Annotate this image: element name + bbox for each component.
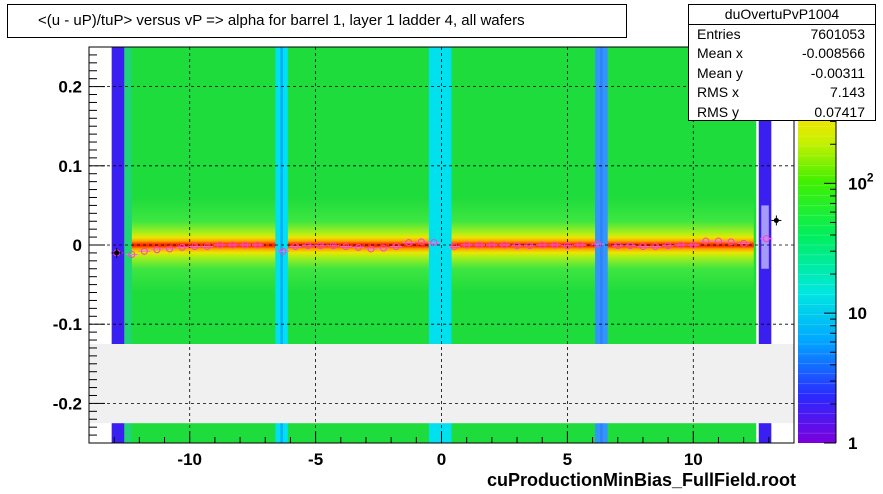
stats-label: Entries — [697, 26, 741, 42]
profile-point — [254, 241, 262, 249]
y-tick-label: 0.1 — [58, 157, 82, 176]
y-tick-label: 0 — [73, 236, 82, 255]
x-tick-label: 10 — [684, 450, 703, 469]
profile-point — [128, 251, 136, 259]
z-tick-label: 102 — [848, 170, 874, 193]
profile-point — [463, 241, 471, 249]
stats-value: -0.008566 — [801, 45, 865, 62]
profile-point — [740, 239, 748, 247]
stats-value: 0.07417 — [814, 103, 865, 120]
outer-point — [773, 217, 779, 223]
profile-point — [405, 239, 413, 247]
profile-point — [513, 242, 521, 250]
profile-point — [380, 244, 388, 252]
y-tick-label: -0.1 — [53, 315, 82, 334]
profile-point — [140, 247, 148, 255]
profile-point — [652, 243, 660, 251]
profile-point — [677, 241, 685, 249]
stats-box: duOvertuPvP1004 Entries 7601053 Mean x -… — [688, 4, 876, 121]
stats-row-rms-y: RMS y 0.07417 — [689, 103, 875, 122]
profile-point — [551, 241, 559, 249]
profile-point — [762, 235, 770, 243]
profile-point — [538, 241, 546, 249]
profile-point — [664, 242, 672, 250]
profile-point — [304, 242, 312, 250]
profile-point — [563, 242, 571, 250]
profile-point — [191, 243, 199, 251]
chart-title: <(u - uP)/tuP> versus vP => alpha for ba… — [7, 4, 627, 38]
profile-point — [229, 241, 237, 249]
profile-point — [317, 242, 325, 250]
stats-label: RMS y — [697, 103, 739, 120]
stats-row-entries: Entries 7601053 — [689, 25, 875, 44]
stats-value: -0.00311 — [810, 64, 865, 81]
stats-label: Mean x — [697, 45, 743, 62]
x-tick-label: 0 — [437, 450, 446, 469]
profile-point — [526, 242, 534, 250]
profile-point — [614, 242, 622, 250]
profile-point — [576, 241, 584, 249]
profile-point — [166, 245, 174, 253]
profile-point — [475, 241, 483, 249]
profile-point — [241, 241, 249, 249]
stats-value: 7.143 — [829, 84, 865, 101]
y-tick-label: 0.2 — [58, 78, 82, 97]
profile-point — [291, 243, 299, 251]
profile-point — [626, 242, 634, 250]
x-tick-label: 5 — [563, 450, 572, 469]
z-tick-exponent: 2 — [867, 170, 874, 184]
stats-value: 7601053 — [810, 26, 865, 42]
x-tick-label: -10 — [177, 450, 202, 469]
profile-point — [203, 243, 211, 251]
profile-point — [216, 241, 224, 249]
profile-point — [354, 243, 362, 251]
profile-point — [178, 243, 186, 251]
profile-point — [392, 243, 400, 251]
outer-point — [114, 250, 120, 256]
profile-point — [702, 237, 710, 245]
stats-name: duOvertuPvP1004 — [689, 5, 875, 25]
profile-point — [727, 238, 735, 246]
profile-point — [450, 243, 458, 251]
profile-point — [500, 241, 508, 249]
profile-point — [594, 240, 602, 248]
z-tick-base: 10 — [848, 174, 867, 193]
x-tick-label: -5 — [308, 450, 323, 469]
z-tick-label: 1 — [848, 434, 857, 453]
profile-point — [153, 246, 161, 254]
profile-point — [488, 241, 496, 249]
profile-point — [639, 243, 647, 251]
profile-point — [279, 247, 287, 255]
profile-point — [689, 241, 697, 249]
stats-row-mean-x: Mean x -0.008566 — [689, 44, 875, 63]
stats-label: Mean y — [697, 64, 743, 81]
profile-point — [417, 238, 425, 246]
profile-point — [329, 242, 337, 250]
profile-point — [430, 239, 438, 247]
profile-point — [714, 237, 722, 245]
stats-row-mean-y: Mean y -0.00311 — [689, 64, 875, 83]
y-tick-label: -0.2 — [53, 394, 82, 413]
stats-row-rms-x: RMS x 7.143 — [689, 83, 875, 102]
profile-point — [367, 245, 375, 253]
z-tick-label: 10 — [848, 304, 867, 323]
heat-edge-gap — [761, 205, 769, 269]
profile-point — [342, 243, 350, 251]
stats-label: RMS x — [697, 84, 739, 101]
file-name-label: cuProductionMinBias_FullField.root — [487, 470, 797, 490]
